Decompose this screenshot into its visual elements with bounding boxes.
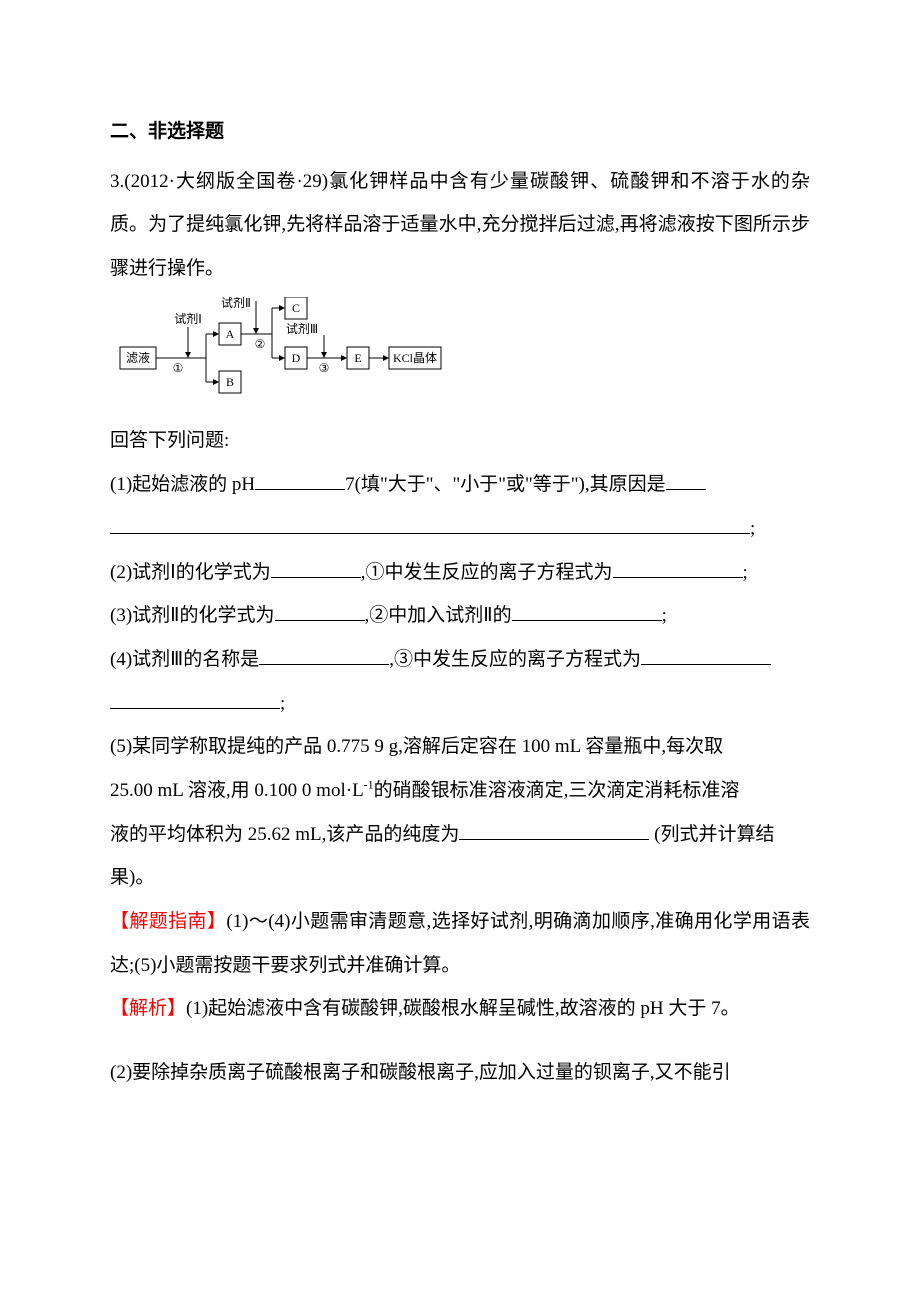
- q5b2: 的硝酸银标准溶液滴定,三次滴定消耗标准溶: [374, 780, 740, 801]
- subq-1-line2: ;: [110, 507, 810, 551]
- q2a: (2)试剂Ⅰ的化学式为: [110, 562, 271, 583]
- q3a: (3)试剂Ⅱ的化学式为: [110, 605, 275, 626]
- subq-3: (3)试剂Ⅱ的化学式为,②中加入试剂Ⅱ的;: [110, 594, 810, 638]
- blank: [259, 645, 389, 665]
- node-reagent2: 试剂Ⅱ: [221, 297, 251, 310]
- q5d: (列式并计算结: [649, 824, 774, 845]
- subq-4-line2: ;: [110, 682, 810, 726]
- q5c: 液的平均体积为 25.62 mL,该产品的纯度为: [110, 824, 459, 845]
- subq-1: (1)起始滤液的 pH 7(填"大于"、"小于"或"等于"),其原因是: [110, 463, 810, 507]
- q1b: 7(填"大于"、"小于"或"等于"),其原因是: [345, 474, 665, 495]
- node-E: E: [354, 351, 361, 365]
- node-A: A: [226, 327, 235, 341]
- subq-5-line4: 果)。: [110, 856, 810, 900]
- node-step1: ①: [173, 361, 184, 375]
- blank: [110, 514, 750, 534]
- q3b: ,②中加入试剂Ⅱ的: [365, 605, 512, 626]
- node-KCl: KCl晶体: [393, 351, 437, 365]
- superscript: -1: [364, 778, 374, 792]
- subq-2: (2)试剂Ⅰ的化学式为,①中发生反应的离子方程式为;: [110, 551, 810, 595]
- blank: [110, 689, 280, 709]
- blank: [271, 558, 361, 578]
- node-step3: ③: [319, 361, 330, 375]
- q4b: ,③中发生反应的离子方程式为: [389, 649, 641, 670]
- node-C: C: [292, 301, 300, 315]
- subq-5-line3: 液的平均体积为 25.62 mL,该产品的纯度为 (列式并计算结: [110, 813, 810, 857]
- q4a: (4)试剂Ⅲ的名称是: [110, 649, 259, 670]
- subq-5-line1: (5)某同学称取提纯的产品 0.775 9 g,溶解后定容在 100 mL 容量…: [110, 725, 810, 769]
- subq-5-line2: 25.00 mL 溶液,用 0.100 0 mol·L-1的硝酸银标准溶液滴定,…: [110, 769, 810, 813]
- node-reagent1: 试剂Ⅰ: [174, 311, 202, 326]
- q5b: 25.00 mL 溶液,用 0.100 0 mol·L: [110, 780, 364, 801]
- question-intro: 3.(2012·大纲版全国卷·29)氯化钾样品中含有少量碳酸钾、硫酸钾和不溶于水…: [110, 160, 810, 291]
- blank: [613, 558, 743, 578]
- blank: [275, 601, 365, 621]
- blank: [512, 601, 662, 621]
- guide-paragraph: 【解题指南】(1)～(4)小题需审清题意,选择好试剂,明确滴加顺序,准确用化学用…: [110, 900, 810, 987]
- node-B: B: [226, 375, 234, 389]
- blank: [255, 470, 345, 490]
- node-D: D: [292, 351, 301, 365]
- analysis-paragraph-2: (2)要除掉杂质离子硫酸根离子和碳酸根离子,应加入过量的钡离子,又不能引: [110, 1051, 810, 1095]
- analysis-paragraph-1: 【解析】(1)起始滤液中含有碳酸钾,碳酸根水解呈碱性,故溶液的 pH 大于 7。: [110, 987, 810, 1031]
- blank: [459, 820, 649, 840]
- q2b: ,①中发生反应的离子方程式为: [361, 562, 613, 583]
- node-step2: ②: [255, 337, 266, 351]
- guide-label: 【解题指南】: [110, 911, 226, 932]
- analysis-1: (1)起始滤液中含有碳酸钾,碳酸根水解呈碱性,故溶液的 pH 大于 7。: [186, 998, 740, 1019]
- followup-line: 回答下列问题:: [110, 419, 810, 463]
- node-reagent3: 试剂Ⅲ: [286, 321, 318, 336]
- blank: [641, 645, 771, 665]
- section-title: 二、非选择题: [110, 110, 810, 154]
- analysis-label: 【解析】: [110, 998, 186, 1019]
- node-filtrate: 滤液: [126, 350, 150, 365]
- flowchart-diagram: 滤液 试剂Ⅰ ① A B: [110, 297, 810, 414]
- q1a: (1)起始滤液的 pH: [110, 474, 255, 495]
- blank: [666, 470, 706, 490]
- subq-4: (4)试剂Ⅲ的名称是 ,③中发生反应的离子方程式为: [110, 638, 810, 682]
